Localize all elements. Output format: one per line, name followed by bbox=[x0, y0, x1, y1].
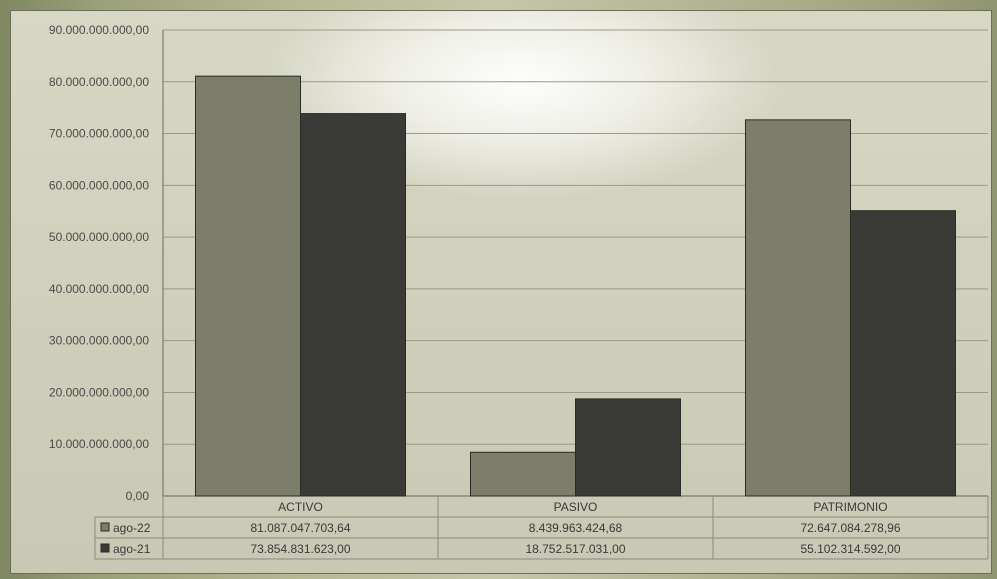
y-tick-label: 80.000.000.000,00 bbox=[49, 75, 149, 89]
data-label: 73.854.831.623,00 bbox=[250, 542, 350, 556]
y-tick-label: 30.000.000.000,00 bbox=[49, 334, 149, 348]
data-label: 55.102.314.592,00 bbox=[800, 542, 900, 556]
data-label: 8.439.963.424,68 bbox=[529, 521, 623, 535]
x-tick-label: ACTIVO bbox=[278, 500, 323, 514]
bar-ago-22-activo bbox=[195, 75, 301, 497]
legend-label: ago-22 bbox=[113, 521, 151, 535]
y-tick-label: 40.000.000.000,00 bbox=[49, 282, 149, 296]
bar-ago-21-patrimonio bbox=[850, 210, 956, 497]
legend-swatch-ago-22 bbox=[100, 522, 110, 532]
data-label: 81.087.047.703,64 bbox=[250, 521, 350, 535]
y-tick-label: 20.000.000.000,00 bbox=[49, 385, 149, 399]
y-tick-label: 70.000.000.000,00 bbox=[49, 127, 149, 141]
y-tick-label: 10.000.000.000,00 bbox=[49, 437, 149, 451]
x-tick-label: PATRIMONIO bbox=[813, 500, 887, 514]
data-label: 72.647.084.278,96 bbox=[800, 521, 900, 535]
data-label: 18.752.517.031,00 bbox=[525, 542, 625, 556]
bar-ago-21-activo bbox=[300, 113, 406, 497]
x-tick-label: PASIVO bbox=[554, 500, 598, 514]
legend-swatch-ago-21 bbox=[100, 543, 110, 553]
y-tick-label: 0,00 bbox=[126, 489, 150, 503]
legend-label: ago-21 bbox=[113, 542, 151, 556]
bar-ago-22-pasivo bbox=[470, 451, 576, 497]
bar-ago-21-pasivo bbox=[575, 398, 681, 497]
y-tick-label: 60.000.000.000,00 bbox=[49, 178, 149, 192]
bar-ago-22-patrimonio bbox=[745, 119, 851, 497]
y-tick-label: 50.000.000.000,00 bbox=[49, 230, 149, 244]
y-tick-label: 90.000.000.000,00 bbox=[49, 23, 149, 37]
